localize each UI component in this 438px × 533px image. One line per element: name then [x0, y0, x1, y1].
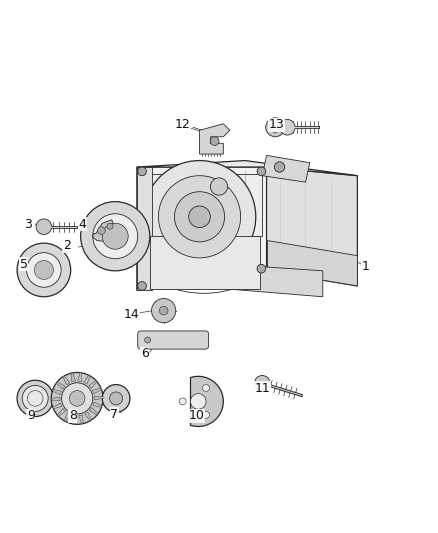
Text: 3: 3 [24, 217, 32, 231]
Circle shape [36, 219, 52, 235]
Polygon shape [85, 412, 92, 421]
Circle shape [102, 384, 130, 412]
Text: 10: 10 [189, 409, 205, 422]
Polygon shape [57, 382, 65, 389]
Circle shape [266, 118, 285, 137]
Text: 8: 8 [69, 409, 77, 422]
Circle shape [17, 243, 71, 297]
Polygon shape [79, 415, 83, 424]
Text: 1: 1 [362, 260, 370, 273]
Polygon shape [73, 415, 77, 424]
Polygon shape [93, 402, 102, 407]
Polygon shape [53, 403, 62, 409]
Text: 4: 4 [79, 217, 87, 231]
Circle shape [81, 201, 150, 271]
Polygon shape [228, 264, 323, 297]
Polygon shape [94, 396, 103, 400]
Polygon shape [64, 413, 71, 422]
Circle shape [93, 214, 138, 259]
Circle shape [17, 380, 53, 417]
Circle shape [254, 375, 270, 391]
Text: 7: 7 [110, 408, 118, 421]
Polygon shape [63, 376, 70, 385]
Circle shape [138, 281, 146, 290]
Polygon shape [148, 174, 262, 236]
Circle shape [159, 306, 168, 315]
Polygon shape [78, 373, 81, 382]
Polygon shape [137, 167, 152, 290]
Circle shape [202, 411, 209, 418]
Circle shape [279, 119, 295, 135]
Polygon shape [150, 236, 260, 289]
Polygon shape [262, 155, 310, 182]
Circle shape [145, 337, 151, 343]
Polygon shape [51, 397, 60, 401]
Circle shape [189, 206, 210, 228]
Circle shape [110, 392, 123, 405]
Circle shape [257, 167, 266, 176]
Circle shape [159, 176, 240, 258]
Polygon shape [191, 376, 223, 426]
Circle shape [143, 160, 256, 273]
Circle shape [34, 261, 53, 279]
Polygon shape [268, 240, 357, 286]
Polygon shape [92, 388, 102, 394]
Circle shape [62, 383, 93, 414]
Circle shape [179, 398, 186, 405]
Circle shape [51, 373, 103, 424]
Polygon shape [89, 408, 98, 415]
Circle shape [102, 223, 128, 249]
Text: 11: 11 [254, 382, 270, 395]
Polygon shape [137, 167, 271, 290]
Circle shape [210, 178, 228, 195]
Text: 12: 12 [174, 118, 190, 131]
Text: 2: 2 [63, 239, 71, 252]
Polygon shape [89, 381, 97, 389]
Polygon shape [267, 167, 357, 286]
Circle shape [27, 253, 61, 287]
Polygon shape [137, 160, 357, 176]
FancyBboxPatch shape [138, 331, 208, 349]
Polygon shape [200, 124, 230, 154]
Polygon shape [93, 220, 114, 241]
Circle shape [210, 137, 219, 146]
Circle shape [138, 167, 146, 176]
Text: 6: 6 [141, 348, 148, 360]
Polygon shape [52, 390, 61, 395]
Circle shape [98, 227, 105, 235]
Text: 9: 9 [27, 409, 35, 422]
Circle shape [174, 192, 225, 242]
Text: 13: 13 [268, 118, 284, 131]
Circle shape [22, 385, 48, 411]
Polygon shape [71, 373, 75, 382]
Circle shape [69, 391, 85, 406]
Circle shape [270, 122, 280, 132]
Text: 5: 5 [20, 258, 28, 271]
Circle shape [152, 298, 176, 322]
Circle shape [257, 264, 266, 273]
Circle shape [107, 223, 113, 229]
Circle shape [274, 162, 285, 172]
Polygon shape [57, 408, 66, 416]
Polygon shape [84, 375, 90, 384]
Circle shape [202, 384, 209, 391]
Text: 14: 14 [124, 309, 140, 321]
Circle shape [191, 394, 206, 409]
